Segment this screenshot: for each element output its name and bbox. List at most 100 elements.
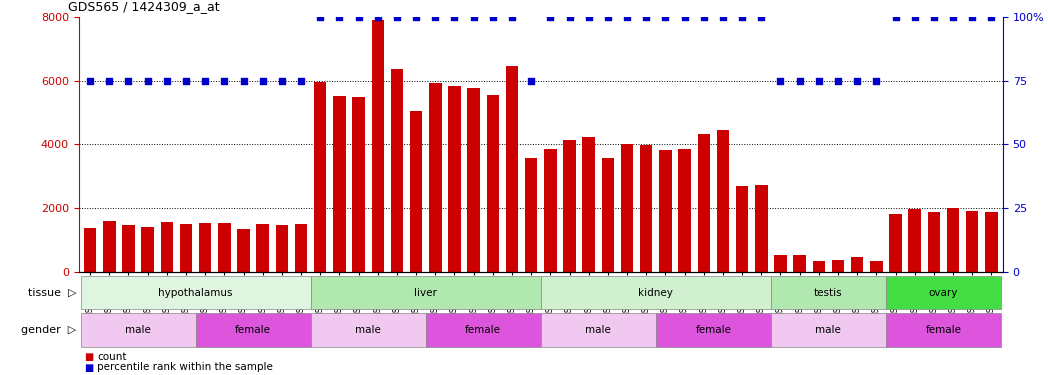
Bar [449,86,461,272]
Bar [84,228,96,272]
Bar [218,224,231,272]
Bar [141,226,154,272]
Point [599,14,616,20]
Point [810,78,827,84]
Text: male: male [125,325,151,335]
Point [696,14,713,20]
Point [772,78,789,84]
Text: hypothalamus: hypothalamus [158,288,233,297]
Point [101,78,117,84]
Point [82,78,99,84]
Bar [812,261,825,272]
Bar [310,313,425,347]
Point [216,78,233,84]
Bar [659,150,672,272]
Bar [890,213,901,272]
Bar [467,88,480,272]
Bar [927,211,940,272]
Text: count: count [97,352,127,362]
Bar [656,313,771,347]
Bar [698,134,709,272]
Point [389,14,406,20]
Bar [886,276,1001,309]
Bar [640,146,653,272]
Bar [678,150,691,272]
Point [964,14,981,20]
Bar [985,211,998,272]
Text: ■: ■ [84,352,93,362]
Point [715,14,732,20]
Bar [276,225,288,272]
Point [849,78,866,84]
Bar [333,96,346,272]
Point [561,14,577,20]
Bar [103,221,115,272]
Bar [909,209,921,272]
Bar [583,137,595,272]
Bar [196,313,310,347]
Bar [541,276,771,309]
Bar [771,276,886,309]
Point [484,14,501,20]
Point [791,78,808,84]
Bar [429,83,441,272]
Point [350,14,367,20]
Bar [425,313,541,347]
Bar [525,158,538,272]
Point [734,14,750,20]
Point [369,14,386,20]
Text: ovary: ovary [929,288,958,297]
Bar [793,255,806,272]
Point [235,78,252,84]
Point [752,14,769,20]
Bar [486,94,499,272]
Bar [314,82,327,272]
Text: female: female [235,325,271,335]
Bar [257,224,269,272]
Point [446,14,463,20]
Text: liver: liver [414,288,437,297]
Text: male: male [586,325,611,335]
Point [830,78,847,84]
Bar [544,148,556,272]
Point [177,78,194,84]
Bar [310,276,541,309]
Bar [123,225,135,272]
Point [676,14,693,20]
Point [139,78,156,84]
Point [925,14,942,20]
Bar [541,313,656,347]
Bar [506,66,518,272]
Bar [352,97,365,272]
Point [638,14,655,20]
Text: GDS565 / 1424309_a_at: GDS565 / 1424309_a_at [68,0,220,13]
Point [581,14,597,20]
Bar [237,229,249,272]
Point [465,14,482,20]
Text: testis: testis [814,288,843,297]
Bar [294,224,307,272]
Bar [620,144,633,272]
Point [255,78,271,84]
Point [657,14,674,20]
Bar [199,223,212,272]
Point [888,14,904,20]
Bar [564,140,575,272]
Text: female: female [925,325,961,335]
Point [983,14,1000,20]
Bar [391,69,403,272]
Point [618,14,635,20]
Bar [717,130,729,272]
Point [274,78,290,84]
Bar [966,211,979,272]
Bar [736,186,748,272]
Text: male: male [815,325,842,335]
Text: female: female [696,325,732,335]
Bar [180,224,192,272]
Text: tissue  ▷: tissue ▷ [28,288,77,297]
Point [292,78,309,84]
Bar [755,184,767,272]
Bar [410,111,422,272]
Text: female: female [465,325,501,335]
Point [158,78,175,84]
